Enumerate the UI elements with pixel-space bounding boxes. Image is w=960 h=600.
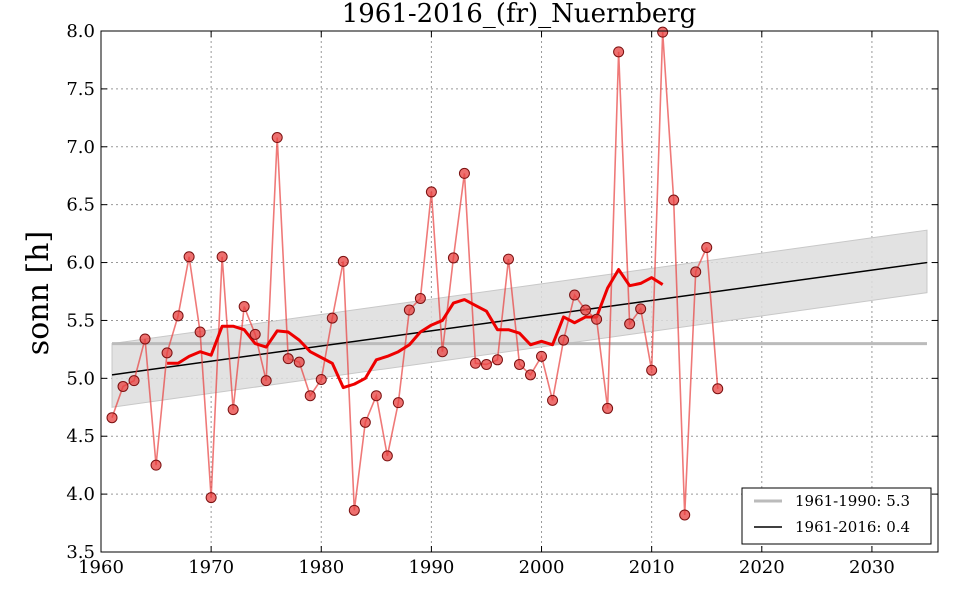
data-point [128,375,140,387]
data-point [436,346,448,358]
legend-box [741,487,932,545]
y-tick-label: 4.0 [66,484,95,505]
data-point [194,326,206,338]
data-point [293,356,305,368]
data-point [326,312,338,324]
data-point [624,318,636,330]
data-point [161,347,173,359]
x-tick-label: 1960 [78,557,124,578]
x-tick-label: 1980 [298,557,344,578]
moving-average-line [167,268,664,390]
data-point [425,186,437,198]
y-tick-label: 6.5 [66,195,95,216]
data-point [315,373,327,385]
ticks-layer: 1960 1970 1980 1990 2000 2010 2020 2030 3.5 4.0 4.… [66,21,938,578]
data-point [547,394,559,406]
data-point [117,380,129,392]
data-point [458,167,470,179]
data-point [491,354,503,366]
data-point [613,46,625,58]
y-tick-label: 6.0 [66,253,95,274]
data-point [271,132,283,144]
data-point [690,266,702,278]
y-tick-label: 5.5 [66,310,95,331]
legend-label-trend: 1961-2016: 0.4 [795,518,910,536]
data-point [536,350,548,362]
data-point [679,509,691,521]
annual-values-line [111,32,719,515]
data-point [348,504,360,516]
data-point [249,328,261,340]
chart-title: 1961-2016_(fr)_Nuernberg [342,0,697,29]
data-point [657,26,669,38]
data-point [172,310,184,322]
data-point [591,313,603,325]
trend-line [111,261,928,376]
data-point [282,353,294,365]
data-point [569,289,581,301]
data-point [304,390,316,402]
data-point [558,334,570,346]
y-tick-label: 8.0 [66,21,95,42]
data-point [514,358,525,370]
data-point [502,253,514,265]
data-point [447,252,459,264]
data-point [701,242,713,254]
data-point [525,369,537,381]
data-point [392,397,404,409]
x-tick-label: 2020 [739,557,785,578]
data-point [635,303,647,315]
data-point [227,404,239,416]
x-tick-label: 2010 [629,557,675,578]
data-point [602,402,614,414]
data-point [183,251,195,263]
x-tick-label: 1990 [408,557,454,578]
data-point [260,375,272,387]
legend: 1961-1990: 5.3 1961-2016: 0.4 [741,487,932,545]
data-point [414,292,426,304]
data-point [106,412,118,424]
data-point [712,383,724,395]
data-point [337,255,349,267]
legend-label-baseline: 1961-1990: 5.3 [795,492,910,510]
points-layer [106,26,724,521]
x-tick-label: 2030 [849,557,895,578]
data-point [580,304,592,316]
y-axis-label: sonn [h] [21,231,56,355]
data-point [205,492,217,504]
data-point [359,416,371,428]
x-tick-label: 2000 [519,557,565,578]
data-point [403,304,415,316]
x-tick-label: 1970 [188,557,234,578]
data-point [646,364,658,376]
data-point [238,301,250,313]
y-tick-label: 5.0 [66,368,95,389]
y-tick-label: 3.5 [66,542,95,563]
lines-layer [111,32,928,515]
data-point [370,390,382,402]
data-point [150,459,162,471]
y-tick-label: 7.5 [66,79,95,100]
y-tick-label: 7.0 [66,137,95,158]
y-tick-label: 4.5 [66,426,95,447]
data-point [216,251,228,263]
data-point [139,333,151,345]
data-point [668,194,680,206]
data-point [381,450,393,462]
data-point [469,357,481,369]
plot-frame [100,30,939,553]
data-point [480,358,492,370]
